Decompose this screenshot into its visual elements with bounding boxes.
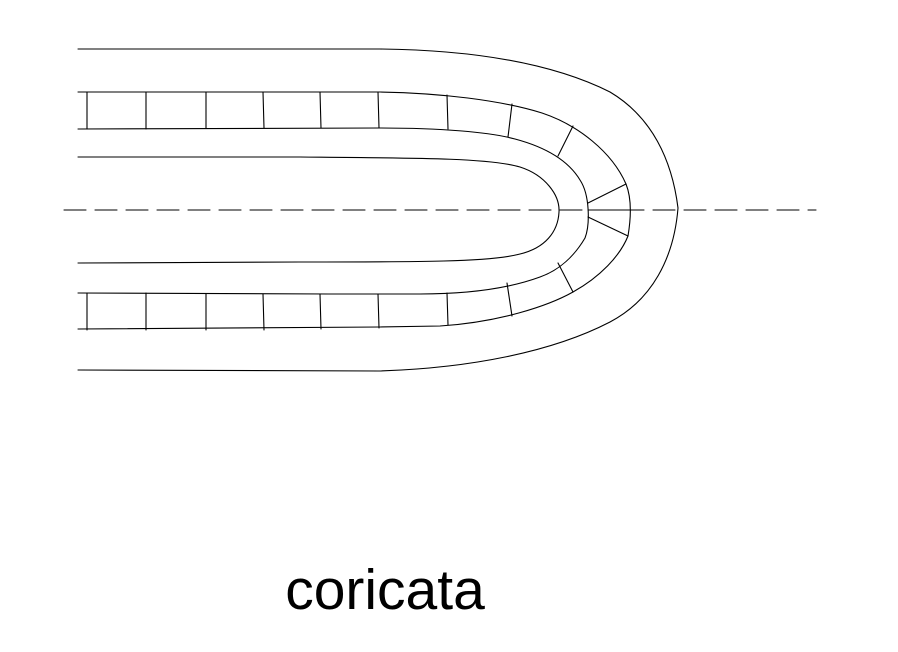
diagram-caption: coricata	[285, 558, 485, 622]
band-outer-edge	[77, 91, 631, 330]
lower-segment-dividers	[86, 262, 574, 331]
inner-boundary	[77, 156, 560, 264]
band-inner-edge	[77, 127, 589, 295]
upper-segment-dividers	[86, 91, 574, 157]
fold-fan-dividers	[587, 183, 630, 237]
outer-boundary	[77, 48, 679, 372]
